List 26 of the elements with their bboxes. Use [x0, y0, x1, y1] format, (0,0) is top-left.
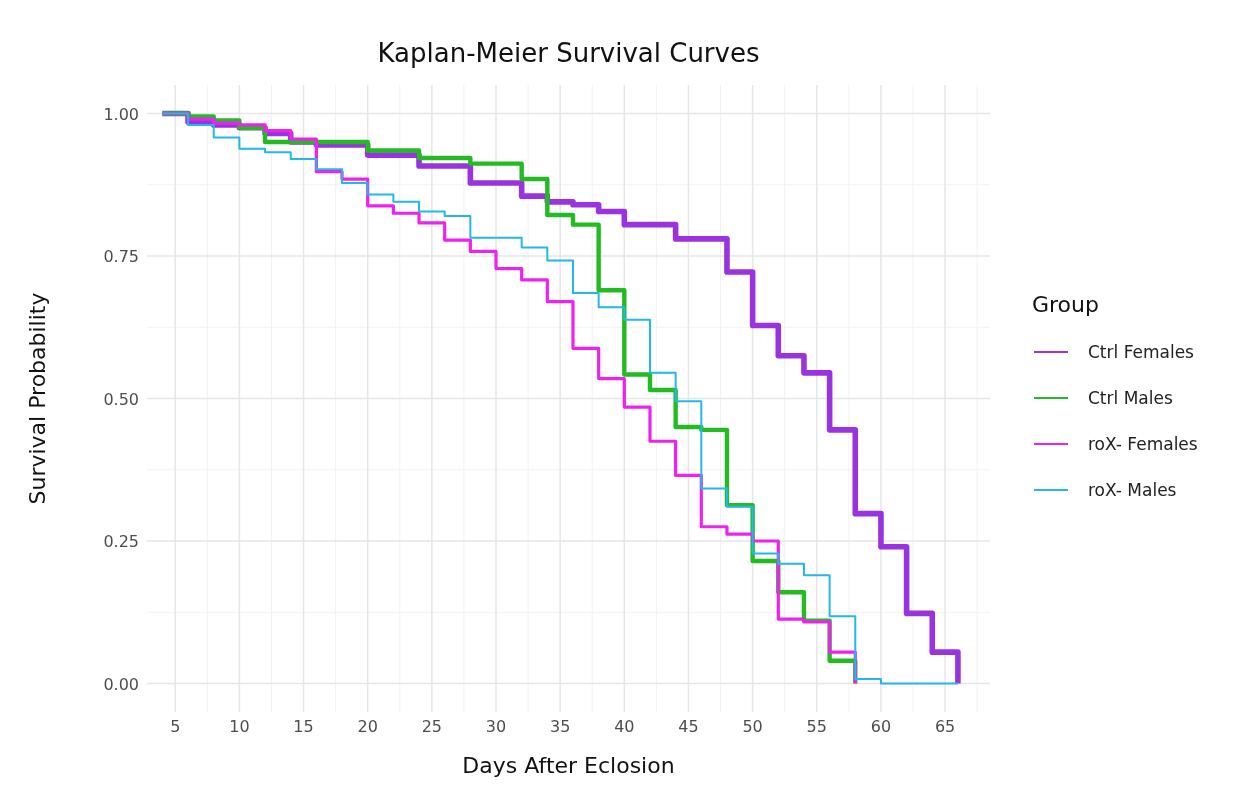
y-tick-label: 1.00 [103, 104, 139, 124]
y-tick-label: 0.50 [103, 389, 139, 409]
y-tick-label: 0.75 [103, 247, 139, 266]
x-tick-label: 40 [614, 717, 635, 736]
y-tick-label: 0.00 [103, 674, 139, 694]
x-tick-label: 20 [357, 717, 378, 736]
x-tick-label: 30 [485, 717, 507, 736]
x-tick-label: 55 [806, 717, 827, 736]
legend-label: roX- Males [1088, 480, 1177, 500]
x-tick-label: 10 [229, 717, 250, 736]
x-tick-label: 50 [742, 717, 763, 736]
legend-label: Ctrl Females [1088, 342, 1195, 362]
x-tick-label: 15 [293, 717, 314, 736]
chart-title: Kaplan-Meier Survival Curves [377, 38, 760, 68]
x-tick-label: 35 [549, 717, 571, 736]
x-tick-label: 5 [170, 717, 181, 736]
legend-title: Group [1032, 292, 1099, 317]
x-tick-label: 60 [870, 717, 892, 736]
x-tick-label: 45 [678, 717, 699, 736]
x-axis-title: Days After Eclosion [462, 753, 675, 778]
x-tick-label: 65 [934, 717, 956, 736]
legend-label: Ctrl Males [1088, 388, 1173, 408]
legend-label: roX- Females [1088, 434, 1198, 454]
y-axis-title: Survival Probability [25, 292, 50, 505]
y-tick-label: 0.25 [103, 532, 139, 551]
x-tick-label: 25 [421, 717, 443, 736]
